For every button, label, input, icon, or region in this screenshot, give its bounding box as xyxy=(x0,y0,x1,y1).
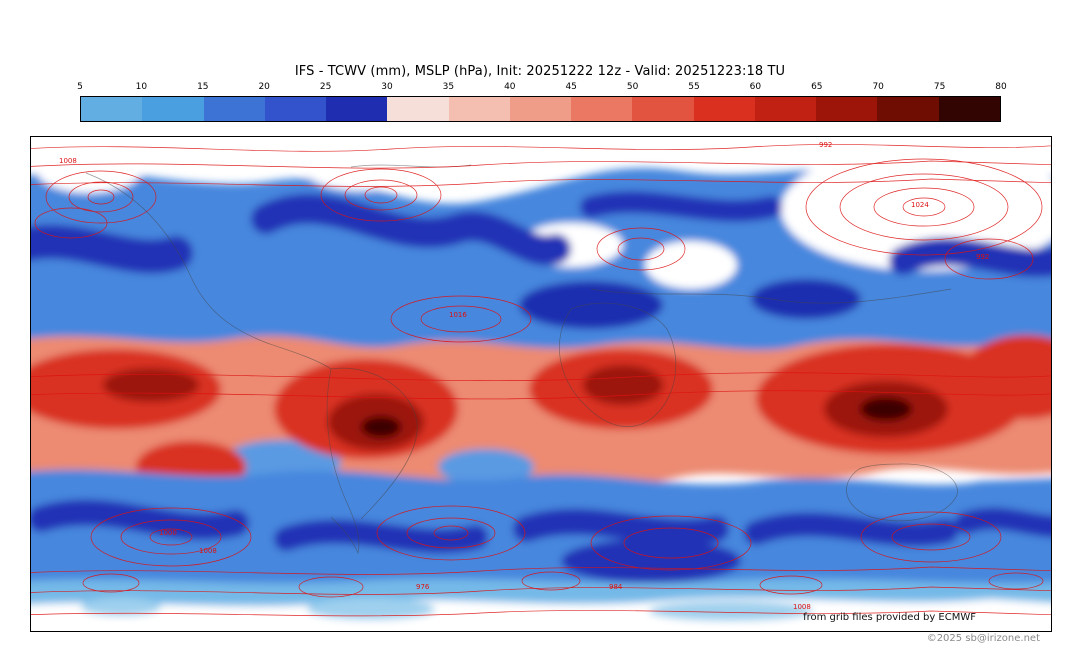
isobar-label: 1016 xyxy=(449,311,467,319)
colorbar-tick: 25 xyxy=(319,82,332,92)
colorbar-tick: 45 xyxy=(565,82,577,92)
colorbar-segment xyxy=(877,97,939,121)
colorbar-tick: 60 xyxy=(749,82,762,92)
colorbar-scale xyxy=(80,96,1001,122)
isobar-label: 1024 xyxy=(911,201,929,209)
copyright-notice: ©2025 sb@irizone.net xyxy=(926,633,1040,644)
colorbar-segment xyxy=(571,97,633,121)
colorbar-segment xyxy=(754,97,817,121)
map-canvas: 1008 992 1016 1024 984 976 1000 1008 992… xyxy=(31,137,1051,631)
colorbar-tick: 75 xyxy=(933,82,946,92)
colorbar-segment xyxy=(632,97,694,121)
isobar-label: 1008 xyxy=(199,547,217,555)
isobar-labels: 1008 992 1016 1024 984 976 1000 1008 992… xyxy=(59,141,989,611)
map-title: IFS - TCWV (mm), MSLP (hPa), Init: 20251… xyxy=(294,64,786,79)
colorbar-segment xyxy=(387,97,449,121)
colorbar-tick: 30 xyxy=(381,82,393,92)
colorbar-tick: 20 xyxy=(258,82,270,92)
colorbar-tick: 5 xyxy=(77,82,83,92)
colorbar-segment xyxy=(142,97,204,121)
colorbar-segment xyxy=(448,97,510,121)
colorbar-tick: 65 xyxy=(811,82,823,92)
isobars xyxy=(31,144,1051,617)
colorbar-tick: 50 xyxy=(626,82,639,92)
isobar-label: 1008 xyxy=(793,603,811,611)
colorbar-segment xyxy=(203,97,265,121)
colorbar-segment xyxy=(326,97,388,121)
colorbar-segment xyxy=(264,97,327,121)
colorbar-segment xyxy=(938,97,1000,121)
isobar-label: 984 xyxy=(609,583,623,591)
isobar-label: 1000 xyxy=(159,529,177,537)
colorbar-segment xyxy=(816,97,878,121)
colorbar-tick: 55 xyxy=(688,82,700,92)
colorbar-tick: 10 xyxy=(135,82,148,92)
colorbar-tick: 40 xyxy=(504,82,516,92)
colorbar-tick: 80 xyxy=(995,82,1007,92)
colorbar-tick: 70 xyxy=(872,82,884,92)
weather-map: 1008 992 1016 1024 984 976 1000 1008 992… xyxy=(30,136,1052,632)
colorbar-tick: 35 xyxy=(442,82,455,92)
colorbar-ticks: 5 10 15 20 25 30 35 40 45 50 55 60 65 70 75 80 xyxy=(77,82,1007,95)
tcwv-field xyxy=(31,137,1051,631)
colorbar: 5 10 15 20 25 30 35 40 45 50 55 60 65 70 75 80 xyxy=(77,82,1007,122)
data-source-credit: from grib files provided by ECMWF xyxy=(803,612,976,623)
isobar-label: 992 xyxy=(819,141,832,149)
colorbar-tick: 15 xyxy=(197,82,209,92)
colorbar-segment xyxy=(81,97,143,121)
isobar-label: 976 xyxy=(416,583,430,591)
colorbar-segment xyxy=(693,97,755,121)
colorbar-segment xyxy=(509,97,572,121)
isobar-label: 1008 xyxy=(59,157,77,165)
isobar-label: 992 xyxy=(976,253,989,261)
